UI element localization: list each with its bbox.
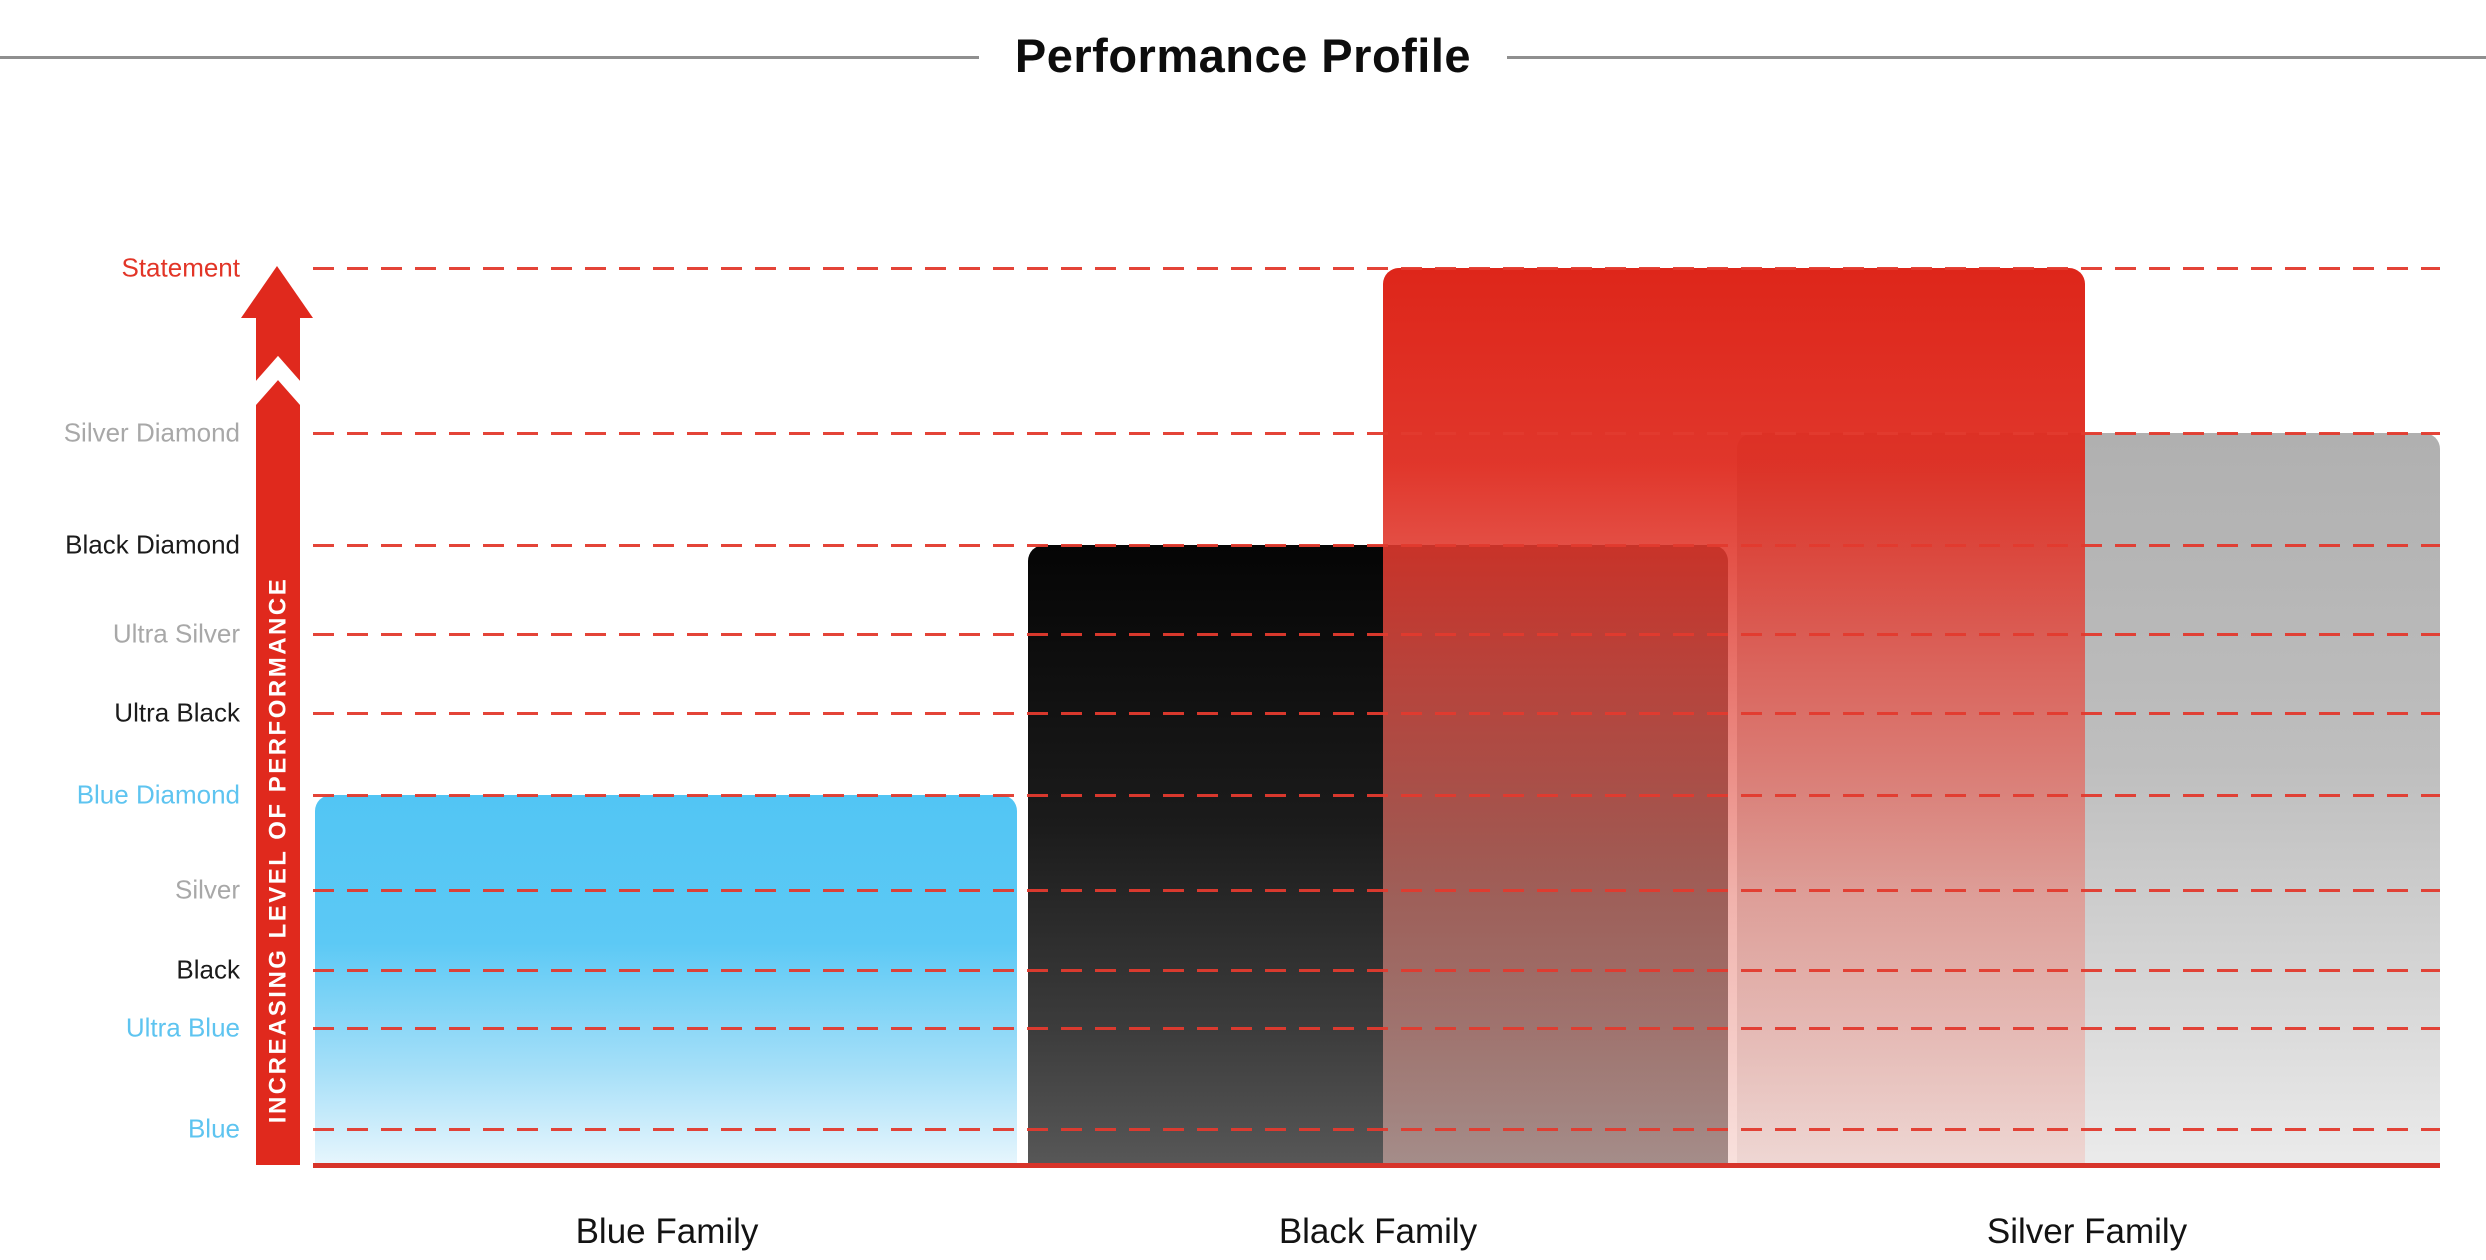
y-axis-label-silver: Silver	[174, 874, 240, 905]
y-axis-label-statement: Statement	[121, 252, 240, 283]
y-axis-label-ultra-silver: Ultra Silver	[112, 618, 240, 649]
gridline-silver-diamond	[313, 432, 2440, 435]
y-axis-label-black-diamond: Black Diamond	[65, 529, 240, 560]
y-axis-label-black: Black	[176, 954, 240, 985]
title-row: Performance Profile	[0, 22, 2486, 90]
gridline-silver	[313, 889, 2440, 892]
x-axis-label-blue-family: Blue Family	[575, 1212, 759, 1251]
gridline-black-diamond	[313, 544, 2440, 547]
y-axis-label-ultra-black: Ultra Black	[114, 697, 240, 728]
y-axis-label-blue: Blue	[187, 1113, 240, 1144]
bar-blue-family	[315, 795, 1017, 1165]
x-axis-label-silver-family: Silver Family	[1986, 1212, 2188, 1251]
page-title: Performance Profile	[978, 22, 1508, 90]
y-axis-label-blue-diamond: Blue Diamond	[76, 779, 240, 810]
gridline-blue-diamond	[313, 794, 2440, 797]
gridline-blue	[313, 1128, 2440, 1131]
y-axis-label-ultra-blue: Ultra Blue	[125, 1012, 240, 1043]
x-axis-label-black-family: Black Family	[1278, 1212, 1478, 1251]
gridline-ultra-silver	[313, 633, 2440, 636]
bar-black-family-silver-family	[1383, 268, 2085, 1165]
x-axis-baseline	[313, 1163, 2440, 1168]
arrow-label: INCREASING LEVEL OF PERFORMANCE	[265, 577, 292, 1123]
arrow-head-icon	[241, 266, 313, 318]
axis-break-chevron-icon	[242, 355, 314, 408]
gridline-statement	[313, 267, 2440, 270]
arrow-shaft	[256, 316, 300, 1165]
gridline-black	[313, 969, 2440, 972]
y-axis-label-silver-diamond: Silver Diamond	[63, 417, 240, 448]
gridline-ultra-black	[313, 712, 2440, 715]
gridline-ultra-blue	[313, 1027, 2440, 1030]
